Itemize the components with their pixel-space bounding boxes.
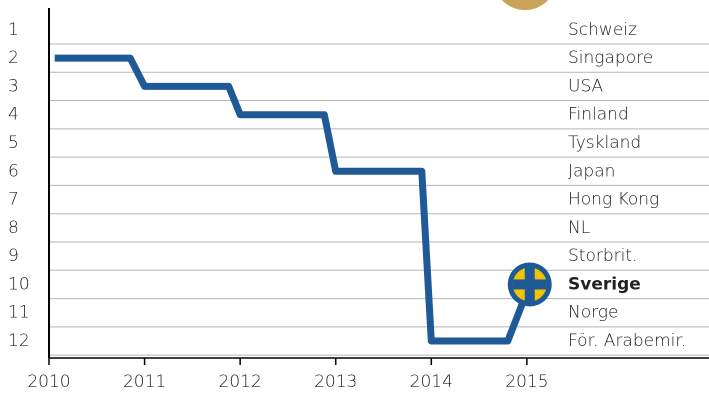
- rank-label: För. Arabemir.: [568, 331, 686, 351]
- decor-circle: [501, 0, 549, 10]
- y-tick-label: 7: [8, 190, 19, 210]
- x-tick-label: 2012: [219, 372, 262, 392]
- rank-label: Singapore: [568, 48, 653, 68]
- y-tick-label: 5: [8, 133, 19, 153]
- y-tick-label: 11: [8, 303, 30, 323]
- y-tick-label: 10: [8, 274, 30, 294]
- flag-marker: [507, 262, 552, 307]
- rank-label: Tyskland: [568, 133, 641, 153]
- y-tick-label: 3: [8, 76, 19, 96]
- flag-cross-h: [512, 279, 547, 290]
- y-tick-label: 9: [8, 246, 19, 266]
- x-tick-label: 2011: [123, 372, 166, 392]
- rank-label: Japan: [568, 161, 615, 181]
- y-tick-label: 4: [8, 105, 19, 125]
- x-tick-label: 2015: [505, 372, 548, 392]
- rank-label: Storbrit.: [568, 246, 637, 266]
- rank-label: Schweiz: [568, 20, 637, 40]
- rank-label: USA: [568, 76, 604, 96]
- y-tick-label: 12: [8, 331, 30, 351]
- y-tick-label: 2: [8, 48, 19, 68]
- x-tick-label: 2013: [314, 372, 357, 392]
- y-tick-label: 8: [8, 218, 19, 238]
- rank-label: Hong Kong: [568, 190, 659, 210]
- x-tick-label: 2010: [27, 372, 70, 392]
- x-tick-label: 2014: [410, 372, 453, 392]
- rank-label: Sverige: [568, 274, 641, 294]
- y-tick-label: 1: [8, 20, 19, 40]
- rank-label: NL: [568, 218, 590, 238]
- y-tick-label: 6: [8, 161, 19, 181]
- rank-label: Norge: [568, 303, 618, 323]
- rank-line: [54, 54, 534, 345]
- rank-label: Finland: [568, 105, 629, 125]
